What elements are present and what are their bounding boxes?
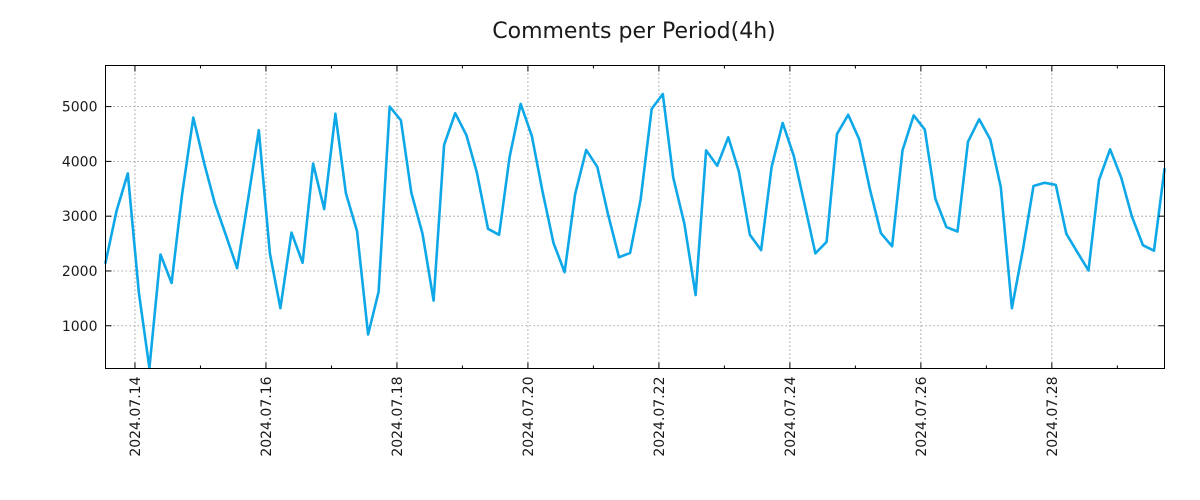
x-tick-label: 2024.07.24: [783, 376, 799, 456]
series-layer: [104, 92, 1166, 370]
x-tick-label: 2024.07.20: [521, 377, 537, 457]
series-line-comments: [104, 92, 1166, 370]
x-tick-label: 2024.07.28: [1045, 377, 1061, 457]
label-layer: 1000 2000 3000 4000 5000 2024.07.14 2024.07.16…: [62, 100, 1061, 457]
y-tick-label: 3000: [62, 209, 98, 225]
x-tick-label: 2024.07.22: [652, 377, 668, 457]
tick-layer: [105, 65, 1165, 369]
x-tick-label: 2024.07.14: [128, 376, 144, 456]
plot-frame: [105, 65, 1165, 369]
x-tick-label: 2024.07.16: [259, 376, 275, 456]
chart-title: Comments per Period(4h): [492, 19, 776, 44]
x-tick-label: 2024.07.26: [914, 376, 930, 456]
y-tick-label: 4000: [62, 154, 98, 170]
y-tick-label: 2000: [62, 264, 98, 280]
y-tick-label: 1000: [62, 319, 98, 335]
x-tick-label: 2024.07.18: [390, 377, 406, 457]
grid-layer: [105, 65, 1165, 369]
y-tick-label: 5000: [62, 100, 98, 116]
